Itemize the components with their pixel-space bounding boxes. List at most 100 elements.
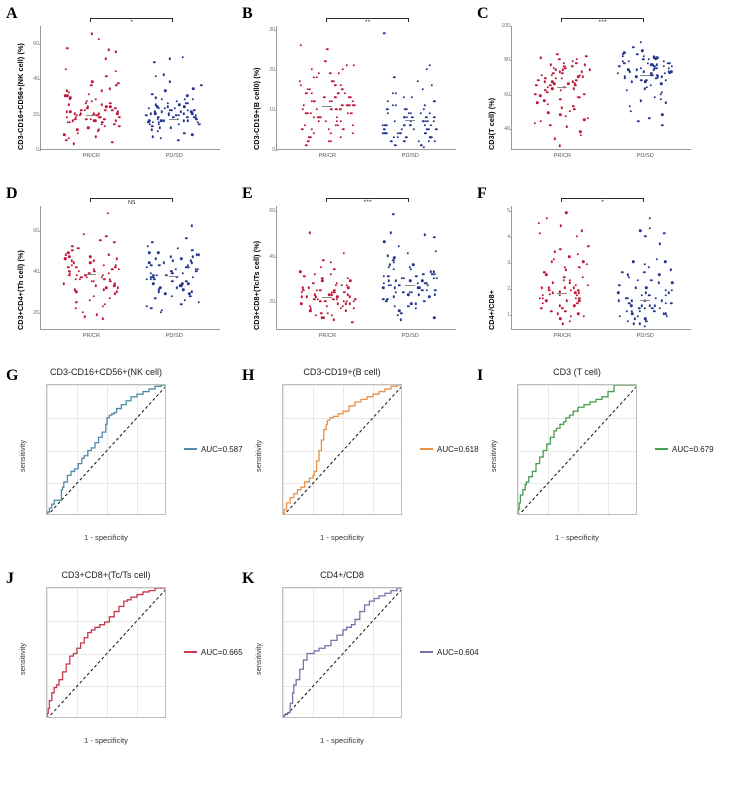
y-tick-d-1: 40 bbox=[33, 269, 39, 276]
data-point bbox=[629, 109, 633, 113]
data-point bbox=[577, 291, 581, 295]
data-point bbox=[67, 91, 71, 94]
data-point bbox=[421, 279, 424, 282]
bracket-bar bbox=[90, 18, 174, 19]
data-point bbox=[558, 290, 562, 293]
data-point bbox=[190, 110, 193, 114]
data-point bbox=[558, 70, 562, 73]
data-point bbox=[309, 307, 313, 310]
data-point bbox=[318, 115, 321, 119]
roc-curve-line bbox=[283, 588, 401, 717]
y-tick-mark-b-1 bbox=[275, 110, 277, 111]
data-point bbox=[100, 123, 104, 126]
data-point bbox=[157, 288, 160, 291]
data-point bbox=[115, 257, 118, 260]
data-point bbox=[305, 143, 308, 147]
y-tick-mark-d-2 bbox=[39, 230, 41, 232]
data-point bbox=[579, 134, 582, 137]
data-point bbox=[398, 284, 401, 287]
roc-plot-area-h: 0.000.250.500.751.000.000.250.500.751.00 bbox=[282, 384, 402, 515]
data-point bbox=[568, 255, 571, 258]
data-point bbox=[151, 121, 154, 124]
y-tick-mark-a-2 bbox=[39, 79, 41, 81]
data-point bbox=[330, 314, 333, 317]
significance-label-e: *** bbox=[363, 198, 373, 206]
data-point bbox=[80, 276, 83, 279]
data-point bbox=[559, 97, 562, 101]
data-point bbox=[664, 289, 668, 292]
reference-diagonal-line bbox=[48, 386, 165, 514]
data-point bbox=[639, 66, 642, 70]
data-point bbox=[539, 56, 543, 59]
data-point bbox=[165, 274, 169, 277]
data-point bbox=[299, 43, 302, 47]
data-point bbox=[88, 272, 91, 275]
data-point bbox=[152, 274, 155, 277]
data-point bbox=[563, 265, 566, 269]
data-point bbox=[353, 297, 357, 301]
data-point bbox=[151, 92, 154, 96]
significance-label-f: * bbox=[601, 198, 605, 206]
data-point bbox=[346, 277, 349, 280]
data-point bbox=[617, 299, 620, 302]
data-point bbox=[646, 61, 649, 65]
gridline-vertical bbox=[578, 385, 579, 514]
significance-label-b: ** bbox=[364, 18, 371, 26]
data-point bbox=[393, 286, 396, 289]
data-point bbox=[145, 305, 148, 308]
data-point bbox=[85, 276, 89, 279]
data-point bbox=[64, 68, 67, 71]
data-point bbox=[649, 73, 653, 77]
data-point bbox=[182, 112, 185, 115]
data-point bbox=[160, 110, 163, 114]
data-point bbox=[300, 291, 303, 294]
data-point bbox=[177, 138, 180, 142]
data-point bbox=[410, 95, 414, 99]
roc-y-tick-mark bbox=[517, 483, 518, 484]
data-point bbox=[575, 294, 578, 297]
data-point bbox=[153, 112, 157, 115]
data-point bbox=[175, 99, 178, 103]
data-point bbox=[329, 131, 332, 135]
data-point bbox=[571, 65, 574, 68]
data-point bbox=[381, 131, 385, 135]
data-point bbox=[319, 288, 322, 292]
data-point bbox=[586, 283, 590, 287]
data-point bbox=[643, 87, 647, 90]
roc-x-axis-label-g: 1 - specificity bbox=[84, 533, 128, 542]
data-point bbox=[66, 94, 69, 98]
data-point bbox=[407, 304, 410, 308]
data-point bbox=[159, 286, 162, 289]
data-point bbox=[669, 268, 673, 271]
data-point bbox=[168, 57, 172, 60]
roc-curve-svg-g bbox=[47, 385, 165, 514]
data-point bbox=[301, 127, 304, 131]
data-point bbox=[559, 89, 563, 92]
data-point bbox=[157, 121, 160, 124]
data-point bbox=[651, 73, 655, 77]
data-point bbox=[186, 119, 190, 122]
data-point bbox=[176, 117, 179, 121]
data-point bbox=[644, 291, 647, 295]
data-point bbox=[186, 263, 190, 267]
data-point bbox=[309, 111, 313, 115]
data-point bbox=[116, 110, 119, 114]
data-point bbox=[87, 92, 91, 96]
significance-bracket-d: NS bbox=[90, 198, 174, 208]
data-point bbox=[547, 111, 550, 115]
y-tick-mark-c-3 bbox=[510, 26, 512, 27]
roc-x-tick-mark bbox=[548, 514, 549, 515]
scatter-panel-e: E CD3+CD8+(Tc/Ts cell) (%) 20 40 60 PR/CR PD/S… bbox=[236, 180, 472, 360]
data-point bbox=[73, 112, 77, 115]
data-point bbox=[384, 131, 388, 135]
roc-y-tick-mark bbox=[46, 621, 47, 622]
data-point bbox=[83, 315, 87, 318]
data-point bbox=[533, 121, 536, 125]
data-point bbox=[182, 105, 186, 108]
data-point bbox=[335, 119, 339, 123]
data-point bbox=[169, 255, 173, 258]
gridline-horizontal bbox=[47, 620, 165, 622]
data-point bbox=[552, 66, 556, 70]
median-line-f-1 bbox=[640, 300, 651, 302]
data-point bbox=[654, 296, 657, 300]
